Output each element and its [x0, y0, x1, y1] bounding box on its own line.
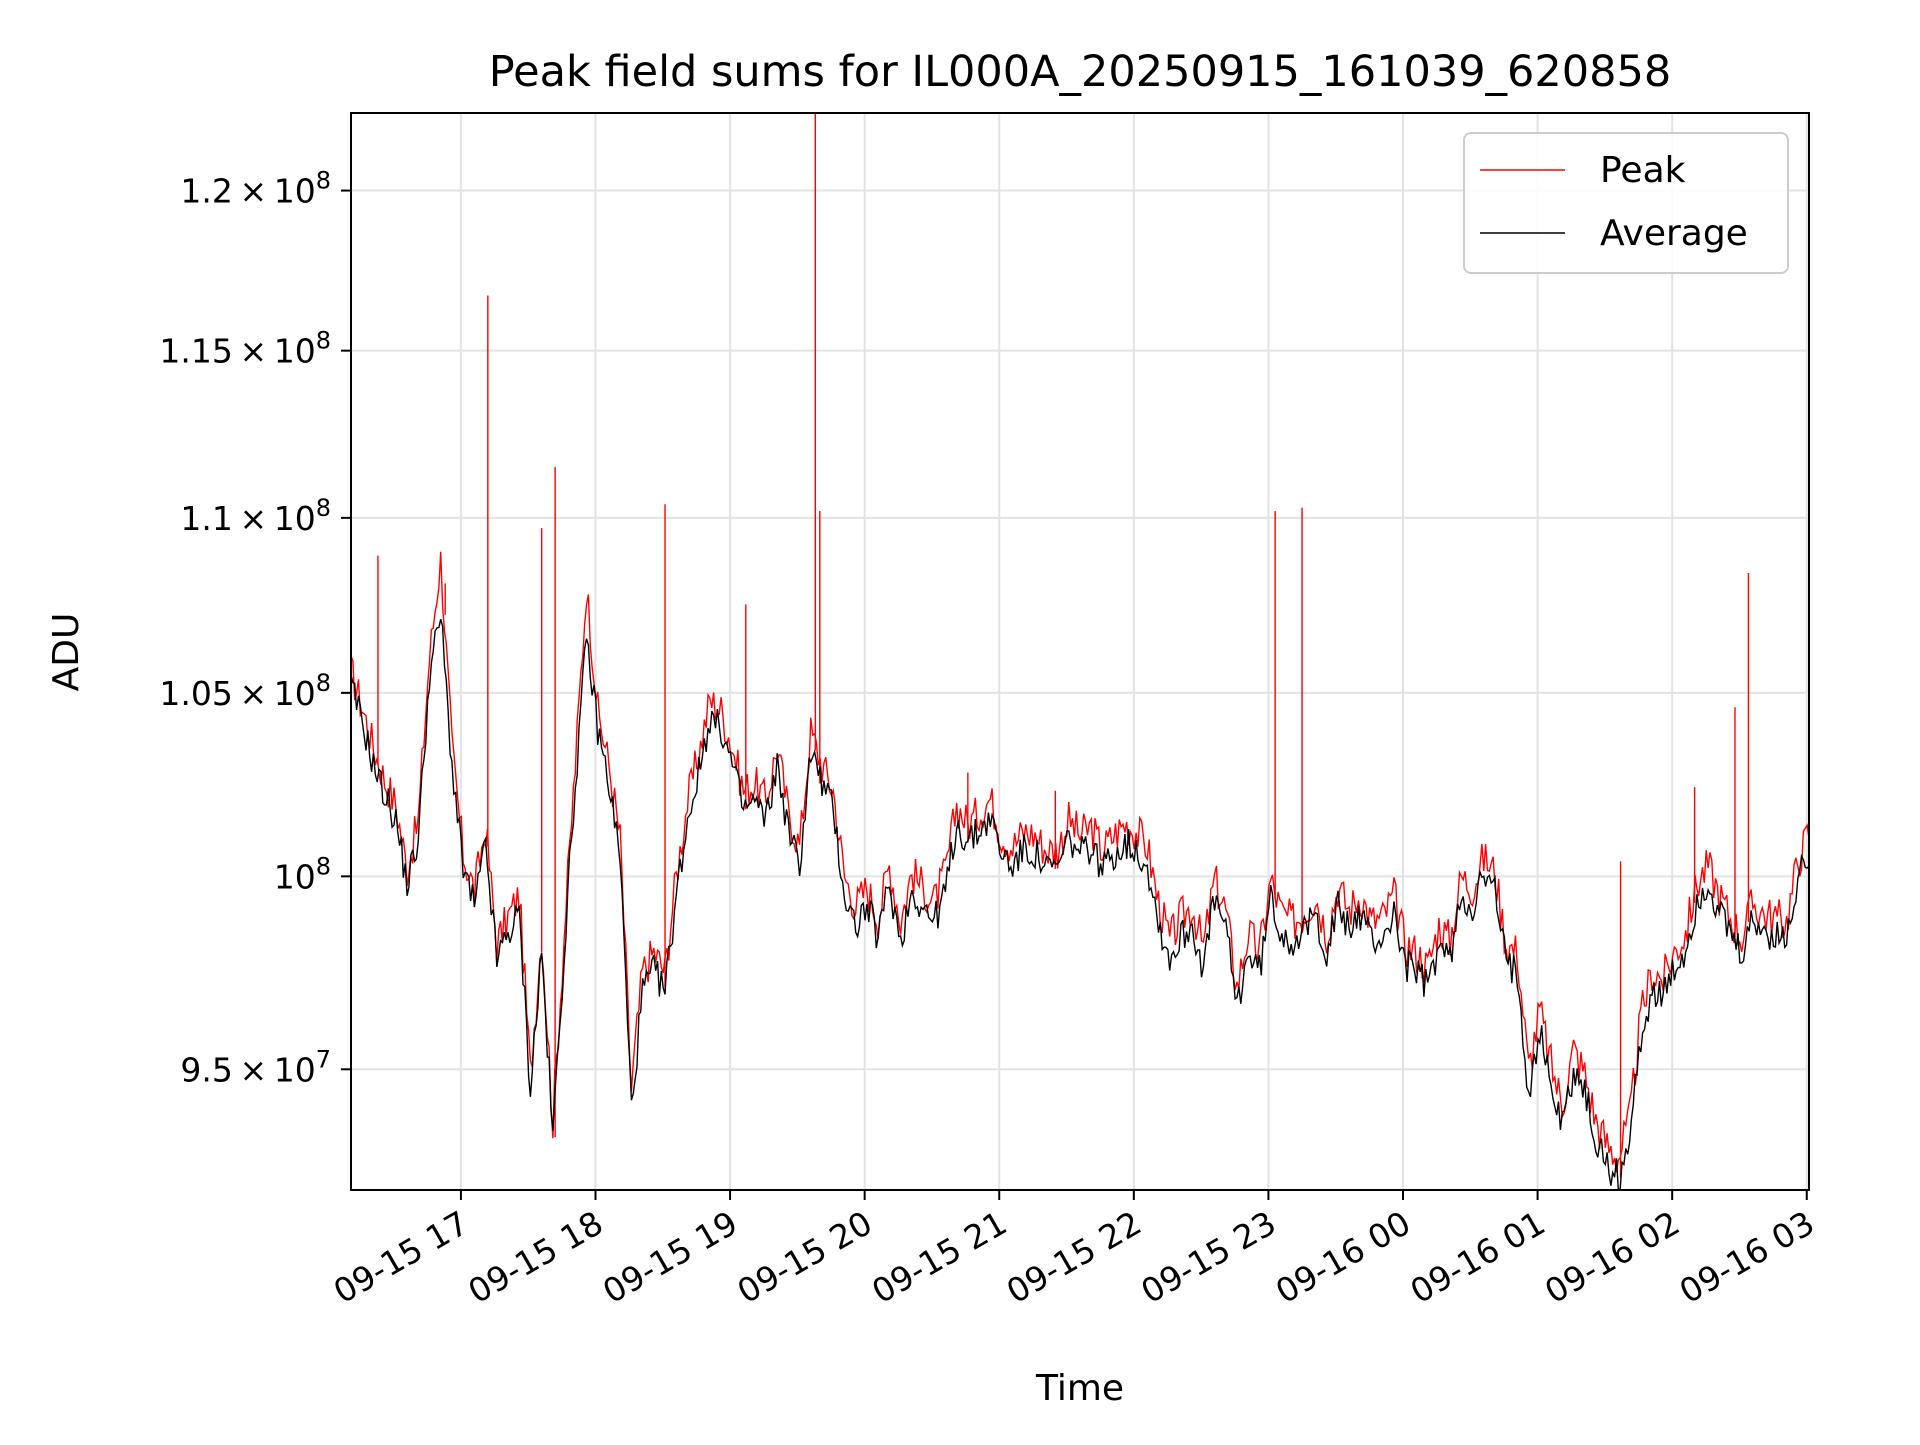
y-axis: 9.5 × 107 108 1.05 × 108 1.1 × 108 1.15 × 10…: [159, 167, 351, 1089]
series-line-peak: [350, 340, 1810, 1173]
x-tick-label: 09-15 22: [1000, 1203, 1148, 1311]
peak-spikes: [377, 113, 1750, 1178]
legend-box: [1463, 132, 1789, 274]
y-tick-label: 1.15 × 108: [159, 327, 331, 371]
x-axis-label: Time: [1035, 1368, 1124, 1409]
chart-title: Peak field sums for IL000A_20250915_1610…: [489, 47, 1671, 97]
x-tick-label: 09-16 02: [1538, 1203, 1686, 1311]
y-tick-label: 1.2 × 108: [180, 167, 331, 211]
x-tick-label: 09-15 21: [865, 1203, 1013, 1311]
plot-frame: [350, 112, 1810, 1191]
series-layer: [350, 113, 1810, 1192]
grid: [351, 113, 1809, 1190]
x-tick-label: 09-15 18: [461, 1203, 609, 1311]
x-tick-label: 09-15 19: [596, 1203, 744, 1311]
legend: Peak Average: [1463, 132, 1789, 274]
y-tick-label: 108: [274, 852, 331, 896]
x-tick-label: 09-16 01: [1404, 1203, 1552, 1311]
series-line-average: [350, 363, 1810, 1192]
x-tick-label: 09-15 17: [327, 1203, 475, 1311]
legend-label-peak: Peak: [1600, 150, 1686, 191]
y-tick-label: 9.5 × 107: [180, 1045, 331, 1089]
x-tick-label: 09-15 23: [1134, 1203, 1282, 1311]
y-axis-label: ADU: [46, 613, 87, 692]
y-tick-label: 1.05 × 108: [159, 669, 331, 713]
y-tick-label: 1.1 × 108: [180, 494, 331, 538]
x-tick-label: 09-16 03: [1673, 1203, 1821, 1311]
legend-label-average: Average: [1600, 213, 1748, 254]
x-tick-label: 09-16 00: [1269, 1203, 1417, 1311]
x-tick-label: 09-15 20: [731, 1203, 879, 1311]
